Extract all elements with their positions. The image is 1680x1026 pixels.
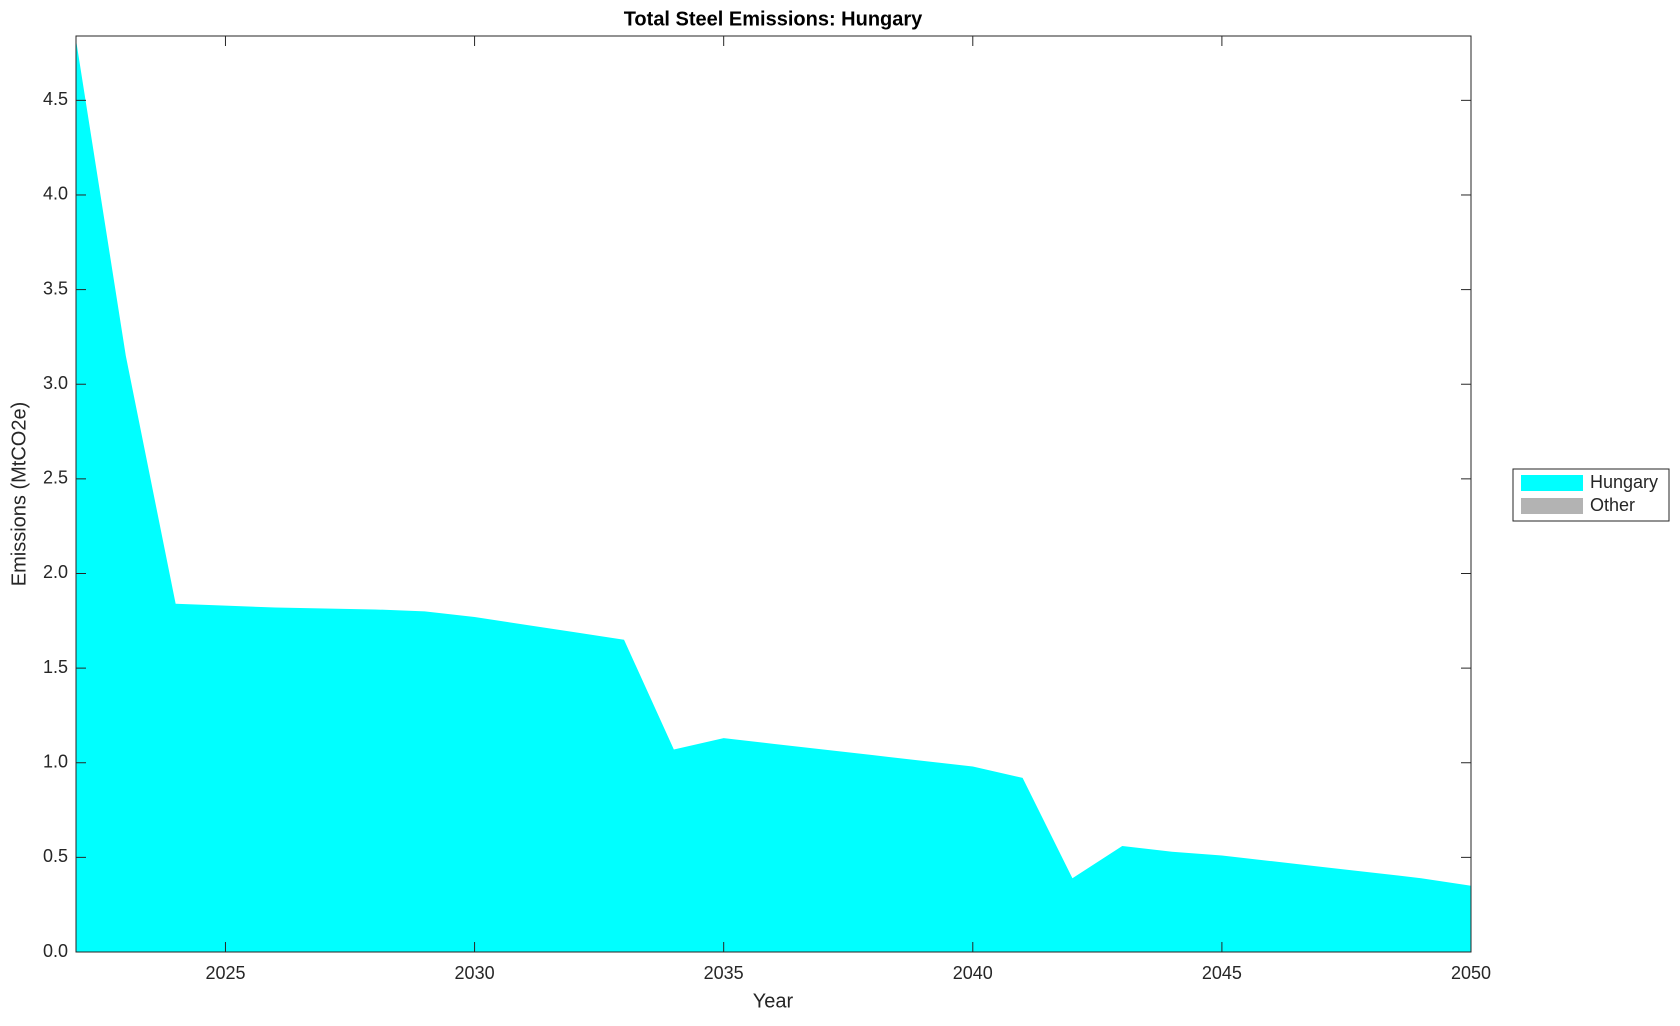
y-tick-label: 3.0: [43, 373, 68, 393]
y-tick-label: 0.0: [43, 941, 68, 961]
legend-swatch: [1521, 475, 1583, 491]
y-tick-label: 1.5: [43, 657, 68, 677]
x-tick-label: 2035: [704, 963, 744, 983]
area: [76, 39, 1471, 952]
y-tick-label: 2.5: [43, 468, 68, 488]
chart-title: Total Steel Emissions: Hungary: [624, 8, 923, 30]
legend-label: Hungary: [1590, 472, 1658, 492]
plot-frame: [75, 35, 1472, 953]
y-tick-label: 4.5: [43, 89, 68, 109]
y-axis-label: Emissions (MtCO2e): [8, 402, 30, 586]
y-tick-label: 3.5: [43, 278, 68, 298]
x-tick-label: 2050: [1451, 963, 1491, 983]
y-tick-label: 0.5: [43, 846, 68, 866]
x-tick-label: 2040: [953, 963, 993, 983]
y-tick-label: 1.0: [43, 751, 68, 771]
x-tick-label: 2045: [1202, 963, 1242, 983]
y-tick-label: 4.0: [43, 184, 68, 204]
x-tick-label: 2030: [455, 963, 495, 983]
legend-label: Other: [1590, 495, 1635, 515]
y-tick-label: 2.0: [43, 562, 68, 582]
legend-swatch: [1521, 498, 1583, 514]
x-axis-label: Year: [753, 990, 794, 1012]
x-tick-label: 2025: [205, 963, 245, 983]
